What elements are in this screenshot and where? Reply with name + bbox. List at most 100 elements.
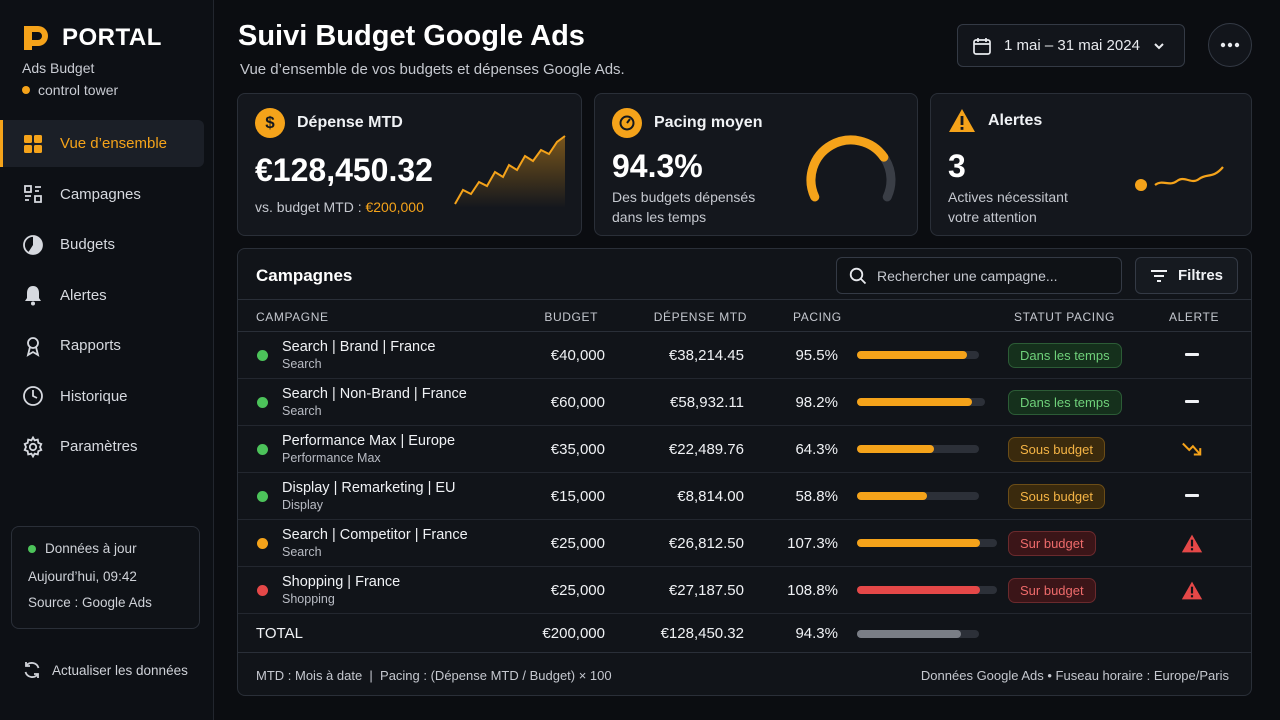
pacing-bar [857,445,979,453]
footer-source: Données Google Ads • Fuseau horaire : Eu… [920,668,1229,683]
col-campaign[interactable]: CAMPAGNE [256,310,329,324]
pacing-bar-fill [857,398,973,406]
data-status-card: Données à jour Aujourd’hui, 09:42 Source… [11,526,200,629]
campaign-name: Search | Competitor | France [282,527,468,543]
campaign-pacing: 64.3% [795,441,838,458]
sidebar-item-label: Campagnes [60,185,141,203]
campaign-type: Search [282,545,322,559]
pacing-status-badge: Dans les temps [1008,343,1122,368]
campaign-name-cell[interactable]: Search | Non-Brand | France Search [282,386,467,418]
sidebar-item-overview[interactable]: Vue d’ensemble [0,120,204,167]
sidebar-item-reports[interactable]: Rapports [0,322,214,369]
warning-icon [1181,581,1203,599]
search-icon [849,267,867,284]
more-options-button[interactable] [1208,23,1252,67]
table-row[interactable]: Display | Remarketing | EU Display €15,000… [238,473,1251,520]
pie-icon [22,234,44,256]
kpi-alerts-sub: Actives nécessitant votre attention [948,187,1068,227]
col-alert[interactable]: ALERTE [1169,310,1220,324]
spend-sparkline [454,135,566,208]
campaign-name-cell[interactable]: Display | Remarketing | EU Display [282,480,456,512]
alert-indicator[interactable] [1181,532,1203,554]
refresh-icon [24,662,40,678]
gauge-fill [806,135,889,202]
kpi-pacing-sub-line-1: Des budgets dépensés [612,189,756,205]
page-title: Suivi Budget Google Ads [238,20,585,52]
pacing-bar [857,398,985,406]
col-pacing-status[interactable]: STATUT PACING [1014,310,1115,324]
kpi-card-pacing[interactable]: Pacing moyen 94.3% Des budgets dépensés … [594,93,918,236]
kpi-spend-title: Dépense MTD [297,114,403,131]
campaign-pacing: 95.5% [795,347,838,364]
total-pacing-bar-fill [857,630,961,638]
campaign-budget: €35,000 [550,441,605,458]
filters-button[interactable]: Filtres [1135,257,1238,294]
brand-tagline: control tower [22,82,118,98]
campaign-search-input[interactable] [877,267,1107,284]
campaign-name-cell[interactable]: Search | Competitor | France Search [282,527,468,559]
sidebar-nav: Vue d’ensemble Campagnes Budgets Alertes… [0,120,214,474]
table-header: CAMPAGNE BUDGET DÉPENSE MTD PACING STATU… [238,299,1251,332]
campaign-name-cell[interactable]: Search | Brand | France Search [282,339,435,371]
pacing-gauge [806,135,896,202]
sidebar-item-campaigns[interactable]: Campagnes [0,171,214,218]
alert-indicator[interactable] [1181,579,1203,601]
col-spend[interactable]: DÉPENSE MTD [653,310,747,324]
table-row[interactable]: Performance Max | Europe Performance Max €… [238,426,1251,473]
table-row[interactable]: Search | Brand | France Search €40,000 €38,… [238,332,1251,379]
pacing-bar-fill [857,351,967,359]
portal-logo-icon [24,26,48,50]
alert-indicator[interactable] [1181,344,1203,366]
brand-tagline-text: control tower [38,82,119,98]
refresh-data-button[interactable]: Actualiser les données [22,660,188,680]
total-pacing: 94.3% [795,625,838,642]
campaign-status-dot [257,491,268,502]
status-ok-dot [28,544,36,553]
campaign-search[interactable] [836,257,1122,294]
col-pacing[interactable]: PACING [793,310,842,324]
campaign-name-cell[interactable]: Shopping | France Shopping [282,574,400,606]
sidebar: PORTAL Ads Budget control tower Vue d’en… [0,0,214,720]
data-status-row: Données à jour [28,541,199,556]
alert-indicator[interactable] [1181,391,1203,413]
report-icon [22,335,44,357]
table-row[interactable]: Shopping | France Shopping €25,000 €27,187.… [238,567,1251,614]
filters-label: Filtres [1177,267,1223,284]
more-dots-icon [1220,42,1240,48]
pacing-status-badge: Sous budget [1008,484,1106,509]
campaign-name-cell[interactable]: Performance Max | Europe Performance Max [282,433,455,465]
kpi-card-spend[interactable]: $ Dépense MTD €128,450.32 vs. budget MTD… [237,93,582,236]
campaign-name: Shopping | France [282,574,401,590]
table-row[interactable]: Search | Competitor | France Search €25,00… [238,520,1251,567]
no-alert-dash-icon [1185,353,1199,356]
pacing-bar-fill [857,445,934,453]
campaign-type: Performance Max [282,451,381,465]
date-range-label: 1 mai – 31 mai 2024 [1004,37,1140,54]
sidebar-item-label: Vue d’ensemble [60,135,168,152]
campaign-type: Search [282,357,322,371]
alert-indicator[interactable] [1181,438,1203,460]
pacing-bar-fill [857,539,981,547]
date-range-picker[interactable]: 1 mai – 31 mai 2024 [957,24,1185,67]
sidebar-item-settings[interactable]: Paramètres [0,423,214,470]
pacing-status-badge: Sur budget [1008,531,1096,556]
kpi-alerts-value: 3 [948,148,966,184]
kpi-card-alerts[interactable]: Alertes 3 Actives nécessitant votre atte… [930,93,1252,236]
total-pacing-bar [857,630,979,638]
chevron-down-icon [1154,42,1164,49]
clock-icon [22,385,44,407]
campaign-spend: €38,214.45 [668,347,744,364]
campaign-pacing: 58.8% [795,488,838,505]
brand-logo[interactable]: PORTAL [20,22,162,54]
sidebar-item-alerts[interactable]: Alertes [0,272,214,319]
sidebar-item-history[interactable]: Historique [0,373,214,420]
no-alert-dash-icon [1185,400,1199,403]
dollar-icon: $ [255,108,285,138]
sidebar-item-budgets[interactable]: Budgets [0,221,214,268]
sidebar-item-label: Paramètres [60,438,138,455]
filter-icon [1150,269,1167,282]
alert-indicator[interactable] [1181,485,1203,507]
table-row[interactable]: Search | Non-Brand | France Search €60,000… [238,379,1251,426]
col-budget[interactable]: BUDGET [544,310,598,324]
sidebar-item-label: Alertes [60,286,107,304]
